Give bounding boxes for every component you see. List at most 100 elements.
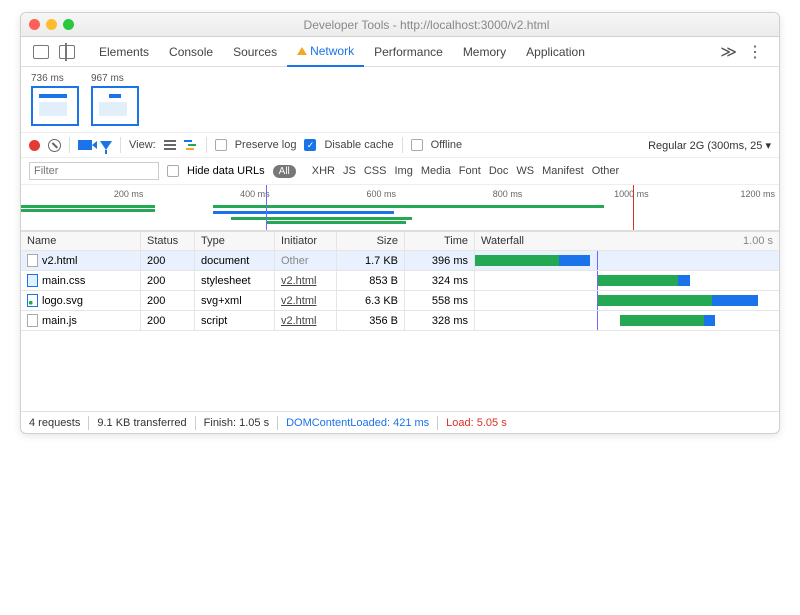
overview-timeline[interactable]: 200 ms400 ms600 ms800 ms1000 ms1200 ms [21,185,779,231]
time: 558 ms [432,295,468,307]
status-code: 200 [147,255,165,267]
table-row[interactable]: v2.html200documentOther1.7 KB396 ms [21,251,779,271]
load-line [633,185,634,230]
waterfall-marker [597,251,598,270]
col-time[interactable]: Time [405,232,475,250]
tab-memory[interactable]: Memory [453,37,516,67]
filter-js[interactable]: JS [343,165,356,177]
time: 324 ms [432,275,468,287]
size: 356 B [369,315,398,327]
initiator[interactable]: v2.html [281,315,316,327]
filter-img[interactable]: Img [394,165,412,177]
hide-data-urls-checkbox[interactable] [167,165,179,177]
file-icon [27,274,38,287]
clear-icon[interactable] [48,139,61,152]
table-row[interactable]: main.css200stylesheetv2.html853 B324 ms [21,271,779,291]
filter-other[interactable]: Other [592,165,620,177]
waterfall-cell [475,271,779,290]
col-initiator[interactable]: Initiator [275,232,337,250]
resource-type: script [201,315,227,327]
col-status[interactable]: Status [141,232,195,250]
resource-type: svg+xml [201,295,242,307]
status-code: 200 [147,295,165,307]
tab-console[interactable]: Console [159,37,223,67]
overview-bar [213,205,604,208]
summary-load: Load: 5.05 s [446,417,507,429]
table-row[interactable]: main.js200scriptv2.html356 B328 ms [21,311,779,331]
tab-performance[interactable]: Performance [364,37,453,67]
disable-cache-label: Disable cache [324,139,393,151]
waterfall-segment [559,255,590,266]
zoom-icon[interactable] [63,19,74,30]
hide-data-urls-label: Hide data URLs [187,165,265,177]
offline-label: Offline [431,139,463,151]
tab-elements[interactable]: Elements [89,37,159,67]
waterfall-segment [704,315,715,326]
waterfall-segment [678,275,691,286]
waterfall-view-icon[interactable] [184,140,198,150]
kebab-icon[interactable]: ⋮ [747,42,763,62]
dcl-line [266,185,267,230]
initiator: Other [281,255,309,267]
file-icon [27,294,38,307]
time: 396 ms [432,255,468,267]
tab-sources[interactable]: Sources [223,37,287,67]
waterfall-segment [712,295,758,306]
resource-type: stylesheet [201,275,251,287]
col-name[interactable]: Name [21,232,141,250]
preserve-log-checkbox[interactable] [215,139,227,151]
device-toggle-icon[interactable] [59,45,75,59]
filmstrip-frame[interactable]: 736 ms [31,73,79,126]
requests-table: Name Status Type Initiator Size Time Wat… [21,231,779,331]
time: 328 ms [432,315,468,327]
col-size[interactable]: Size [337,232,405,250]
summary-transferred: 9.1 KB transferred [97,417,186,429]
waterfall-marker [597,271,598,290]
tab-network[interactable]: Network [287,37,364,67]
filter-input[interactable] [29,162,159,180]
throttle-select[interactable]: Regular 2G (300ms, 25 ▾ [648,139,771,152]
warning-icon [297,47,307,55]
overview-bar [21,209,155,212]
camera-icon[interactable] [78,140,92,150]
filter-media[interactable]: Media [421,165,451,177]
initiator[interactable]: v2.html [281,295,316,307]
file-name: main.css [42,275,85,287]
filter-xhr[interactable]: XHR [312,165,335,177]
summary-finish: Finish: 1.05 s [204,417,269,429]
table-row[interactable]: logo.svg200svg+xmlv2.html6.3 KB558 ms [21,291,779,311]
filmstrip-frame[interactable]: 967 ms [91,73,139,126]
panel-tabs: ElementsConsoleSourcesNetworkPerformance… [21,37,779,67]
overview-bar [213,211,394,214]
filter-all[interactable]: All [273,165,296,178]
filter-css[interactable]: CSS [364,165,387,177]
window-title: Developer Tools - http://localhost:3000/… [74,18,779,32]
file-name: logo.svg [42,295,83,307]
file-name: v2.html [42,255,77,267]
view-label: View: [129,139,156,151]
filter-manifest[interactable]: Manifest [542,165,584,177]
tab-application[interactable]: Application [516,37,595,67]
filter-font[interactable]: Font [459,165,481,177]
col-type[interactable]: Type [195,232,275,250]
large-rows-icon[interactable] [164,140,176,150]
minimize-icon[interactable] [46,19,57,30]
more-tabs-icon[interactable]: ≫ [720,42,737,62]
waterfall-segment [620,315,704,326]
filter-icon[interactable] [100,141,112,150]
inspect-icon[interactable] [33,45,49,59]
waterfall-cell [475,291,779,310]
col-waterfall[interactable]: Waterfall1.00 s [475,232,779,250]
resource-type: document [201,255,249,267]
network-toolbar: View: Preserve log ✓ Disable cache Offli… [21,132,779,158]
overview-bar [266,221,406,224]
record-icon[interactable] [29,140,40,151]
filter-ws[interactable]: WS [516,165,534,177]
close-icon[interactable] [29,19,40,30]
file-name: main.js [42,315,77,327]
offline-checkbox[interactable] [411,139,423,151]
disable-cache-checkbox[interactable]: ✓ [304,139,316,151]
summary-bar: 4 requests 9.1 KB transferred Finish: 1.… [21,411,779,433]
filter-doc[interactable]: Doc [489,165,509,177]
initiator[interactable]: v2.html [281,275,316,287]
